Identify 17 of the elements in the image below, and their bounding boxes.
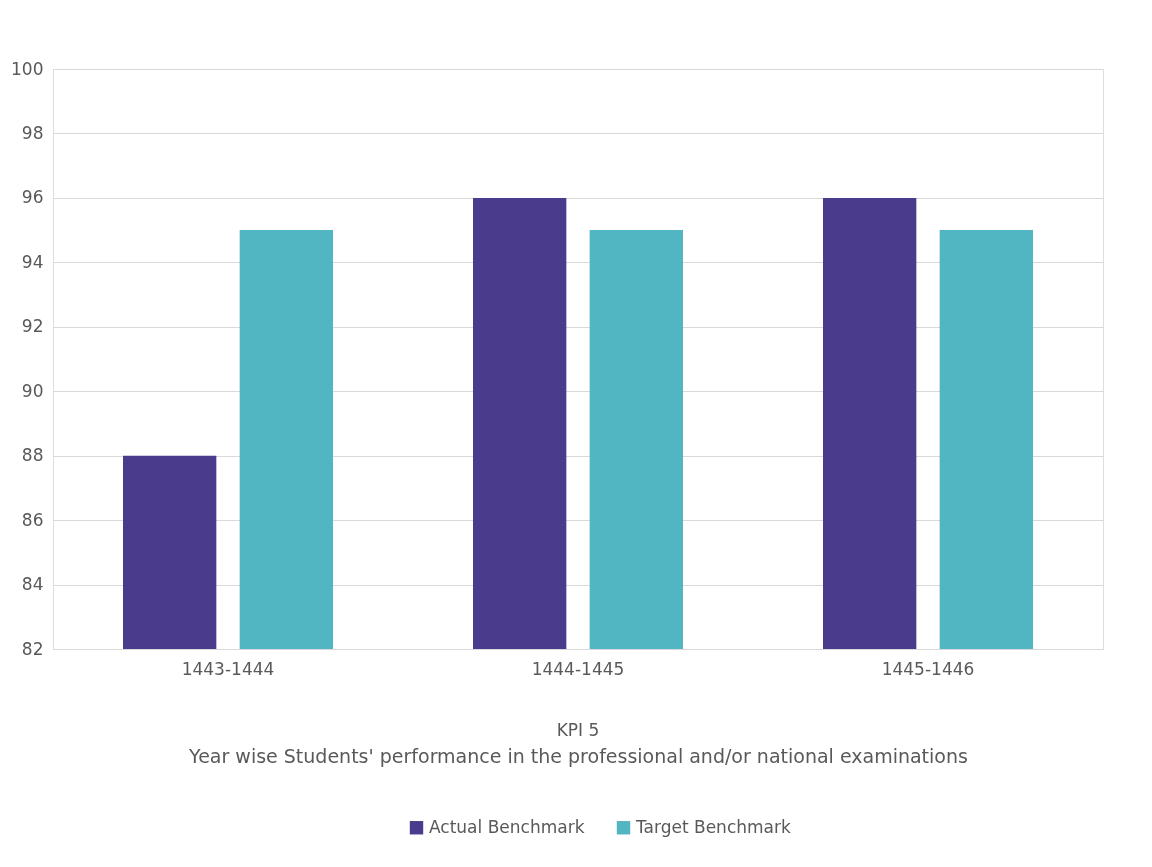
x-tick-label: 1444-1445: [531, 658, 625, 679]
y-tick-label: 88: [21, 445, 44, 466]
y-tick-label: 98: [21, 122, 44, 143]
text: KPI 5: [556, 720, 600, 740]
y-tick-label: 96: [21, 187, 44, 208]
y-tick-label: 84: [21, 574, 44, 595]
y-tick-label: 90: [21, 380, 44, 401]
legend-label: Actual Benchmark: [429, 816, 585, 837]
x-axis-title: Year wise Students' performance in the professional and/or national examinations: [188, 744, 968, 767]
y-tick-label: 86: [21, 509, 44, 530]
y-tick-label: 94: [21, 251, 44, 272]
x-tick-label: 1443-1444: [181, 658, 275, 679]
legend-label: Target Benchmark: [635, 816, 791, 837]
y-tick-label: 92: [21, 316, 44, 337]
y-tick-label: 82: [21, 638, 44, 659]
y-tick-label: 100: [11, 58, 44, 79]
x-tick-label: 1445-1446: [881, 658, 975, 679]
